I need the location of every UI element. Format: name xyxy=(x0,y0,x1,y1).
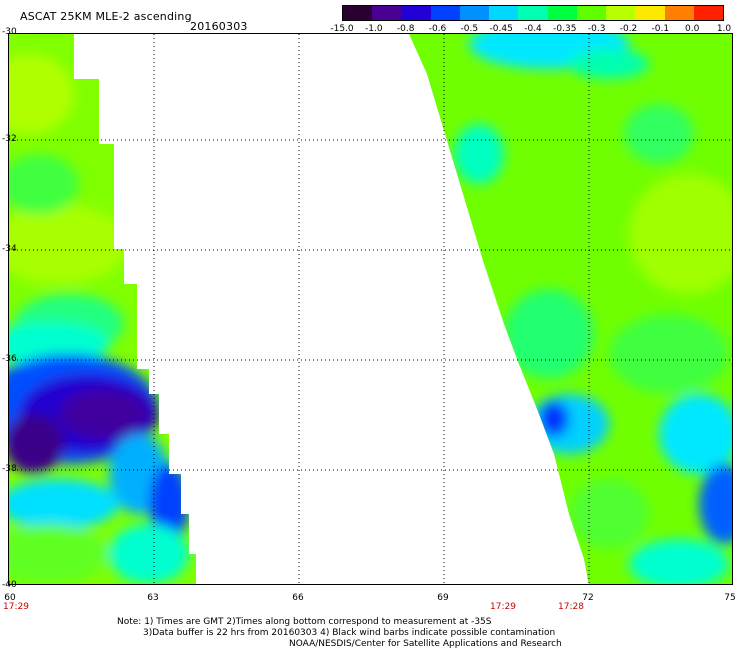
colorbar-segment xyxy=(693,6,724,20)
colorbar-segment xyxy=(547,6,577,20)
x-label-72: 72 xyxy=(582,593,594,603)
colorbar-tick-label: -0.8 xyxy=(396,24,415,34)
colorbar-tick-label: -15.0 xyxy=(330,24,354,34)
colorbar-tick-label: -0.3 xyxy=(587,24,606,34)
x-label-63: 63 xyxy=(147,593,159,603)
colorbar-tick-label: -0.45 xyxy=(489,24,513,34)
map-svg xyxy=(9,34,732,584)
note-line-3: NOAA/NESDIS/Center for Satellite Applica… xyxy=(289,639,562,649)
time-label-1: 17:29 xyxy=(490,602,516,612)
colorbar-segment xyxy=(518,6,548,20)
grid-lines xyxy=(9,34,732,584)
colorbar-segment xyxy=(576,6,607,20)
right-swath xyxy=(409,34,732,584)
note-line-2: 3)Data buffer is 22 hrs from 20160303 4)… xyxy=(143,628,556,638)
y-label-38: -38 xyxy=(2,464,17,474)
y-label-30: -30 xyxy=(2,27,17,37)
colorbar-tick-label: 1.0 xyxy=(716,24,732,34)
colorbar-segment xyxy=(343,6,373,20)
colorbar-tick-label: -0.2 xyxy=(619,24,638,34)
colorbar-segment xyxy=(489,6,519,20)
map-plot xyxy=(8,33,733,585)
colorbar-segment xyxy=(430,6,460,20)
x-label-69: 69 xyxy=(437,593,449,603)
x-label-75: 75 xyxy=(724,593,736,603)
y-label-36: -36 xyxy=(2,354,17,364)
left-swath xyxy=(9,34,196,584)
colorbar-labels: -15.0 -1.0 -0.8 -0.6 -0.5 -0.45 -0.4 -0.35 -0.3 -… xyxy=(330,24,736,36)
colorbar-tick-label: -1.0 xyxy=(365,24,383,34)
colorbar-segment xyxy=(635,6,665,20)
colorbar-segment xyxy=(664,6,694,20)
y-label-40: -40 xyxy=(2,580,17,590)
colorbar-tick-label: 0.0 xyxy=(684,24,700,34)
colorbar-tick-label: -0.4 xyxy=(524,24,542,34)
x-label-60: 60 xyxy=(4,593,16,603)
time-label-2: 17:28 xyxy=(558,602,584,612)
colorbar-tick-label: -0.6 xyxy=(428,24,447,34)
colorbar-segment xyxy=(606,6,636,20)
colorbar-tick-label: -0.35 xyxy=(553,24,577,34)
colorbar-segment xyxy=(459,6,490,20)
colorbar-tick-label: -0.1 xyxy=(651,24,670,34)
product-title: ASCAT 25KM MLE-2 ascending xyxy=(20,10,192,23)
colorbar-tick-label: -0.5 xyxy=(460,24,479,34)
colorbar xyxy=(342,5,724,21)
x-label-66: 66 xyxy=(292,593,304,603)
time-label-0: 17:29 xyxy=(3,602,29,612)
product-date: 20160303 xyxy=(190,20,248,33)
colorbar-segment xyxy=(401,6,431,20)
y-label-32: -32 xyxy=(2,134,17,144)
y-label-34: -34 xyxy=(2,244,17,254)
colorbar-segment xyxy=(372,6,402,20)
note-line-1: Note: 1) Times are GMT 2)Times along bot… xyxy=(117,617,492,627)
